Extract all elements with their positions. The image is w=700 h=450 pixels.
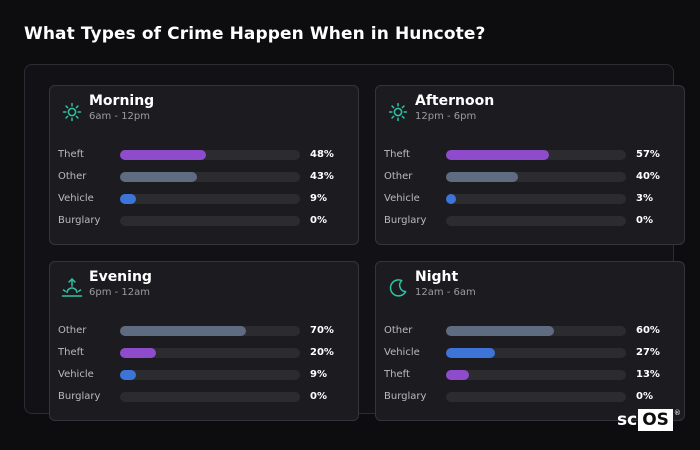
bar-row-other: Other 40% [384,170,674,184]
bar-row-theft: Theft 13% [384,368,674,382]
bar-other [446,326,554,336]
card-time-range: 12pm - 6pm [415,111,477,122]
card-title: Evening [89,269,152,285]
bar-track [120,172,300,182]
time-card-afternoon: Afternoon 12pm - 6pm Theft 57% Other 40% Vehic… [375,85,685,245]
bar-theft [120,348,156,358]
percent-label: 9% [310,193,327,204]
bar-track [120,348,300,358]
bar-other [120,172,197,182]
page-title: What Types of Crime Happen When in Hunco… [24,24,486,44]
percent-label: 9% [310,369,327,380]
bar-row-burglary: Burglary 0% [384,390,674,404]
bar-track [446,370,626,380]
moon-icon [387,277,409,299]
bar-row-burglary: Burglary 0% [58,390,348,404]
category-label: Theft [58,149,84,160]
sun-icon [61,101,83,123]
bar-theft [446,370,469,380]
bar-theft [120,150,206,160]
bar-theft [446,150,549,160]
sun-icon [387,101,409,123]
bar-track [446,216,626,226]
bar-row-burglary: Burglary 0% [58,214,348,228]
percent-label: 40% [636,171,660,182]
bar-row-vehicle: Vehicle 9% [58,368,348,382]
category-label: Other [384,171,413,182]
sunset-icon [61,277,83,299]
category-label: Theft [384,369,410,380]
category-label: Burglary [384,391,427,402]
bar-track [446,326,626,336]
percent-label: 27% [636,347,660,358]
category-label: Burglary [58,215,101,226]
category-label: Other [58,171,87,182]
percent-label: 70% [310,325,334,336]
card-time-range: 6pm - 12am [89,287,151,298]
percent-label: 0% [310,391,327,402]
logo-registered-mark: ® [673,409,681,417]
bar-other [446,172,518,182]
category-label: Vehicle [58,193,94,204]
percent-label: 57% [636,149,660,160]
bar-row-theft: Theft 48% [58,148,348,162]
percent-label: 43% [310,171,334,182]
bar-track [446,392,626,402]
category-label: Other [58,325,87,336]
card-title: Morning [89,93,155,109]
category-label: Burglary [384,215,427,226]
card-time-range: 6am - 12pm [89,111,151,122]
bar-row-burglary: Burglary 0% [384,214,674,228]
bar-row-vehicle: Vehicle 3% [384,192,674,206]
category-label: Theft [58,347,84,358]
bar-row-vehicle: Vehicle 9% [58,192,348,206]
bar-vehicle [120,194,136,204]
bar-vehicle [446,348,495,358]
percent-label: 20% [310,347,334,358]
category-label: Theft [384,149,410,160]
card-title: Afternoon [415,93,495,109]
card-title: Night [415,269,459,285]
category-label: Vehicle [384,347,420,358]
card-time-range: 12am - 6am [415,287,476,298]
bar-vehicle [120,370,136,380]
percent-label: 0% [636,215,653,226]
time-card-morning: Morning 6am - 12pm Theft 48% Other 43% Vehicle… [49,85,359,245]
bar-row-theft: Theft 20% [58,346,348,360]
bar-track [120,150,300,160]
bar-track [120,392,300,402]
category-label: Burglary [58,391,101,402]
bar-track [120,326,300,336]
bar-track [446,348,626,358]
bar-track [446,150,626,160]
logo-text-boxed: OS [638,409,673,431]
time-card-night: Night 12am - 6am Other 60% Vehicle 27% Theft 13… [375,261,685,421]
bar-row-other: Other 60% [384,324,674,338]
bar-row-vehicle: Vehicle 27% [384,346,674,360]
percent-label: 13% [636,369,660,380]
bar-track [120,370,300,380]
time-card-evening: Evening 6pm - 12am Other 70% Theft 20% Vehicle… [49,261,359,421]
category-label: Vehicle [58,369,94,380]
category-label: Vehicle [384,193,420,204]
bar-track [446,194,626,204]
bar-other [120,326,246,336]
percent-label: 48% [310,149,334,160]
bar-track [120,194,300,204]
bar-row-theft: Theft 57% [384,148,674,162]
percent-label: 3% [636,193,653,204]
bar-row-other: Other 43% [58,170,348,184]
category-label: Other [384,325,413,336]
bar-row-other: Other 70% [58,324,348,338]
bar-track [446,172,626,182]
logo-text-left: sc [617,410,638,430]
bar-vehicle [446,194,456,204]
percent-label: 60% [636,325,660,336]
bar-track [120,216,300,226]
percent-label: 0% [310,215,327,226]
scos-logo: sc OS ® [617,408,681,432]
percent-label: 0% [636,391,653,402]
